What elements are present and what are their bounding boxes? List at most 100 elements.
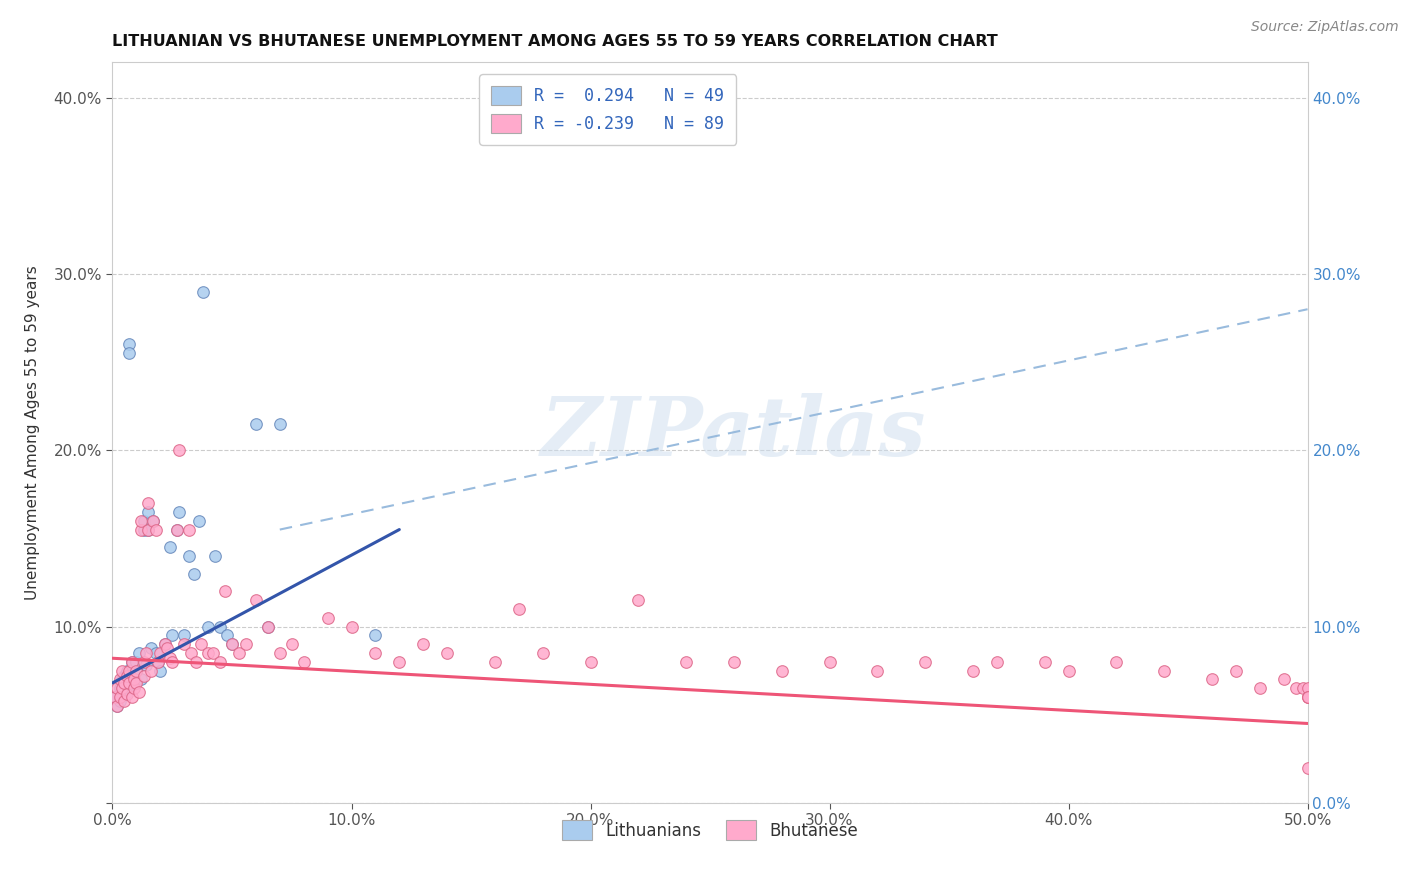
- Y-axis label: Unemployment Among Ages 55 to 59 years: Unemployment Among Ages 55 to 59 years: [25, 265, 39, 600]
- Point: [508, 602, 530, 616]
- Point: [138, 505, 160, 519]
- Point: [269, 417, 291, 431]
- Point: [235, 637, 257, 651]
- Point: [149, 646, 172, 660]
- Point: [138, 523, 160, 537]
- Point: [579, 655, 602, 669]
- Point: [269, 646, 291, 660]
- Point: [108, 673, 131, 687]
- Point: [228, 646, 250, 660]
- Point: [135, 646, 157, 660]
- Point: [122, 667, 145, 681]
- Point: [125, 655, 148, 669]
- Point: [105, 698, 128, 713]
- Point: [115, 664, 138, 678]
- Point: [149, 664, 172, 678]
- Point: [125, 676, 148, 690]
- Point: [108, 693, 131, 707]
- Point: [1296, 690, 1319, 704]
- Point: [173, 628, 195, 642]
- Point: [1292, 681, 1315, 696]
- Point: [111, 664, 134, 678]
- Point: [1033, 655, 1056, 669]
- Point: [111, 681, 134, 696]
- Point: [1296, 690, 1319, 704]
- Text: ZIPatlas: ZIPatlas: [541, 392, 927, 473]
- Point: [162, 628, 183, 642]
- Point: [114, 676, 135, 690]
- Point: [364, 646, 387, 660]
- Point: [281, 637, 304, 651]
- Point: [627, 593, 650, 607]
- Point: [1296, 690, 1319, 704]
- Point: [159, 651, 181, 665]
- Point: [138, 496, 160, 510]
- Point: [1296, 760, 1319, 774]
- Text: Source: ZipAtlas.com: Source: ZipAtlas.com: [1251, 20, 1399, 34]
- Point: [221, 637, 243, 651]
- Point: [125, 664, 148, 678]
- Point: [245, 417, 267, 431]
- Point: [139, 664, 162, 678]
- Point: [111, 686, 134, 700]
- Point: [128, 646, 150, 660]
- Point: [153, 637, 176, 651]
- Point: [115, 685, 138, 699]
- Point: [132, 514, 155, 528]
- Point: [121, 655, 143, 669]
- Point: [166, 523, 188, 537]
- Point: [436, 646, 458, 660]
- Point: [197, 646, 219, 660]
- Point: [866, 664, 889, 678]
- Point: [114, 693, 135, 707]
- Point: [162, 655, 183, 669]
- Point: [138, 523, 160, 537]
- Point: [146, 655, 169, 669]
- Point: [1153, 664, 1175, 678]
- Point: [132, 523, 155, 537]
- Point: [128, 685, 150, 699]
- Point: [1225, 664, 1247, 678]
- Point: [197, 619, 219, 633]
- Point: [531, 646, 554, 660]
- Point: [118, 337, 141, 351]
- Point: [105, 698, 128, 713]
- Point: [166, 523, 188, 537]
- Point: [125, 664, 148, 678]
- Point: [204, 549, 226, 563]
- Point: [1057, 664, 1080, 678]
- Point: [118, 346, 141, 360]
- Point: [180, 646, 202, 660]
- Point: [145, 646, 167, 660]
- Point: [105, 681, 128, 696]
- Point: [183, 566, 205, 581]
- Point: [108, 690, 131, 704]
- Point: [209, 619, 232, 633]
- Point: [245, 593, 267, 607]
- Legend: Lithuanians, Bhutanese: Lithuanians, Bhutanese: [555, 814, 865, 847]
- Point: [201, 646, 224, 660]
- Text: LITHUANIAN VS BHUTANESE UNEMPLOYMENT AMONG AGES 55 TO 59 YEARS CORRELATION CHART: LITHUANIAN VS BHUTANESE UNEMPLOYMENT AMO…: [112, 34, 998, 49]
- Point: [292, 655, 315, 669]
- Point: [412, 637, 434, 651]
- Point: [173, 637, 195, 651]
- Point: [914, 655, 936, 669]
- Point: [108, 681, 131, 696]
- Point: [388, 655, 411, 669]
- Point: [818, 655, 841, 669]
- Point: [484, 655, 506, 669]
- Point: [217, 628, 239, 642]
- Point: [675, 655, 697, 669]
- Point: [121, 690, 143, 704]
- Point: [132, 669, 155, 683]
- Point: [177, 523, 200, 537]
- Point: [104, 690, 127, 704]
- Point: [1105, 655, 1128, 669]
- Point: [186, 655, 208, 669]
- Point: [118, 676, 141, 690]
- Point: [190, 637, 212, 651]
- Point: [129, 523, 152, 537]
- Point: [209, 655, 232, 669]
- Point: [146, 655, 169, 669]
- Point: [159, 540, 181, 554]
